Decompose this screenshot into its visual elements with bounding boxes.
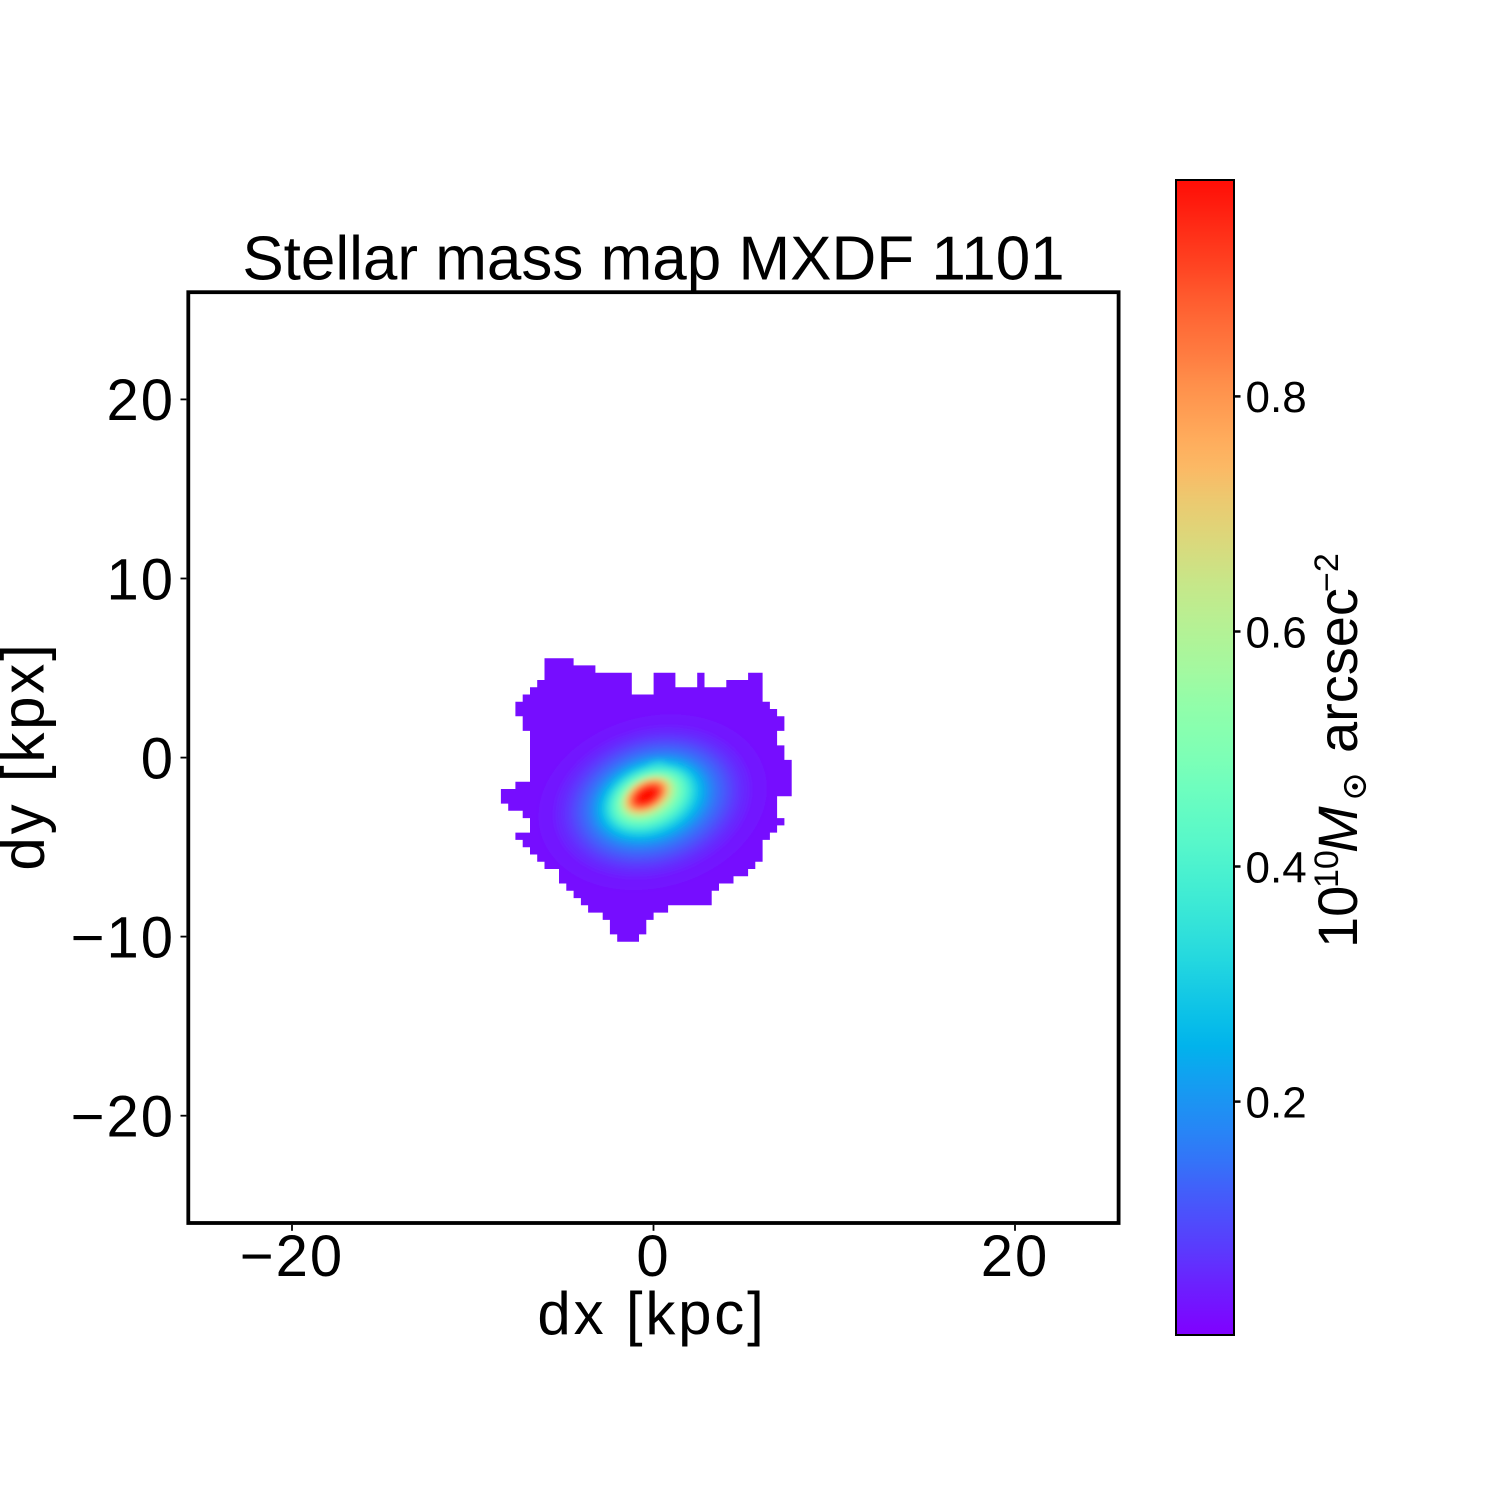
- svg-text:M: M: [1306, 806, 1369, 853]
- svg-text:arcsec: arcsec: [1306, 588, 1369, 753]
- svg-text:dx [kpc]: dx [kpc]: [537, 1280, 766, 1347]
- svg-text:10: 10: [1306, 886, 1369, 948]
- svg-text:0.4: 0.4: [1246, 843, 1307, 892]
- svg-text:−20: −20: [71, 1085, 175, 1150]
- svg-text:−20: −20: [240, 1224, 344, 1289]
- svg-text:0.8: 0.8: [1246, 373, 1307, 422]
- svg-text:0.6: 0.6: [1246, 608, 1307, 657]
- svg-text:−2: −2: [1308, 553, 1346, 592]
- svg-text:−10: −10: [71, 905, 175, 970]
- svg-text:0.2: 0.2: [1246, 1078, 1307, 1127]
- svg-text:dy [kpx]: dy [kpx]: [0, 641, 57, 870]
- svg-text:20: 20: [106, 368, 175, 433]
- svg-text:10: 10: [1308, 850, 1346, 888]
- svg-text:0: 0: [141, 726, 175, 791]
- svg-text:10: 10: [106, 547, 175, 612]
- svg-text:Stellar mass map MXDF 1101: Stellar mass map MXDF 1101: [242, 225, 1064, 294]
- svg-text:0: 0: [636, 1224, 670, 1289]
- svg-text:20: 20: [981, 1224, 1050, 1289]
